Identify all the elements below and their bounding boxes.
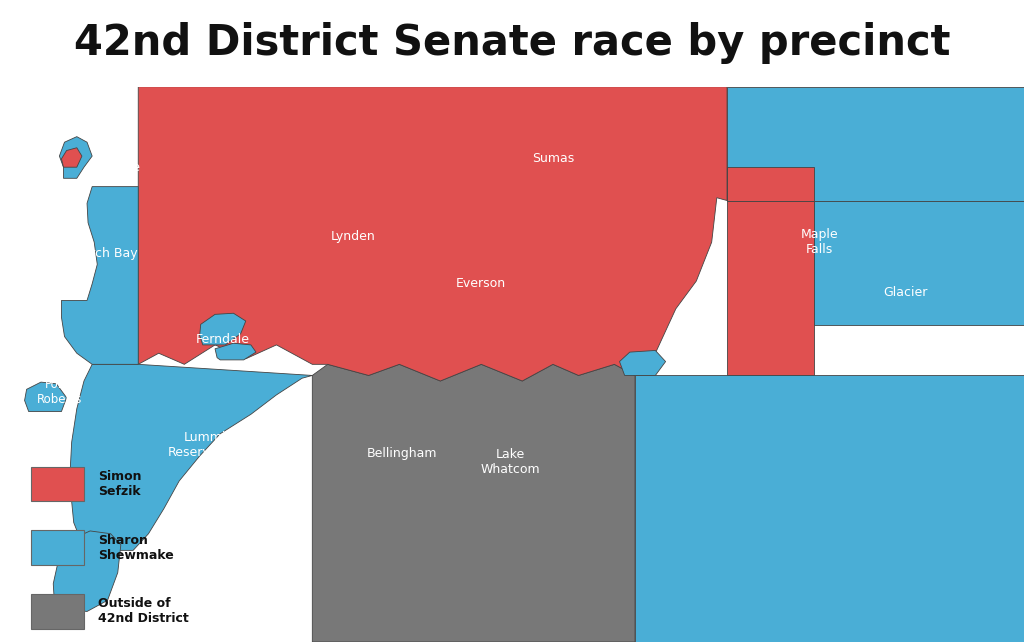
- Polygon shape: [61, 187, 138, 365]
- Polygon shape: [727, 87, 1024, 200]
- Polygon shape: [53, 531, 121, 611]
- Text: Lynden: Lynden: [331, 230, 376, 243]
- FancyBboxPatch shape: [31, 467, 84, 501]
- Text: Everson: Everson: [457, 277, 506, 290]
- Polygon shape: [312, 365, 635, 642]
- Text: Lummi
Reservation: Lummi Reservation: [168, 431, 242, 459]
- Text: Outside of
42nd District: Outside of 42nd District: [98, 598, 189, 625]
- Polygon shape: [635, 376, 1024, 642]
- Polygon shape: [727, 200, 814, 376]
- Text: Glacier: Glacier: [883, 286, 928, 299]
- Polygon shape: [620, 351, 666, 376]
- Text: Simon
Sefzik: Simon Sefzik: [98, 470, 141, 498]
- Polygon shape: [61, 148, 82, 167]
- FancyBboxPatch shape: [31, 530, 84, 565]
- Polygon shape: [138, 87, 727, 381]
- Text: Sharon
Shewmake: Sharon Shewmake: [98, 534, 174, 562]
- Polygon shape: [215, 343, 256, 360]
- Text: Blaine: Blaine: [101, 160, 140, 174]
- Text: Maple
Falls: Maple Falls: [801, 228, 838, 256]
- Text: Lake
Whatcom: Lake Whatcom: [480, 447, 540, 476]
- Text: 42nd District Senate race by precinct: 42nd District Senate race by precinct: [74, 22, 950, 64]
- Text: Birch Bay: Birch Bay: [78, 247, 137, 260]
- Polygon shape: [70, 365, 312, 550]
- Text: Bellingham: Bellingham: [368, 447, 437, 460]
- Text: Ferndale: Ferndale: [197, 333, 250, 346]
- Polygon shape: [25, 382, 67, 412]
- Text: Sumas: Sumas: [531, 152, 574, 166]
- FancyBboxPatch shape: [31, 594, 84, 629]
- Text: Point
Roberts: Point Roberts: [37, 378, 82, 406]
- Polygon shape: [727, 167, 814, 200]
- Polygon shape: [200, 313, 246, 345]
- Polygon shape: [59, 137, 92, 178]
- Polygon shape: [814, 200, 1024, 325]
